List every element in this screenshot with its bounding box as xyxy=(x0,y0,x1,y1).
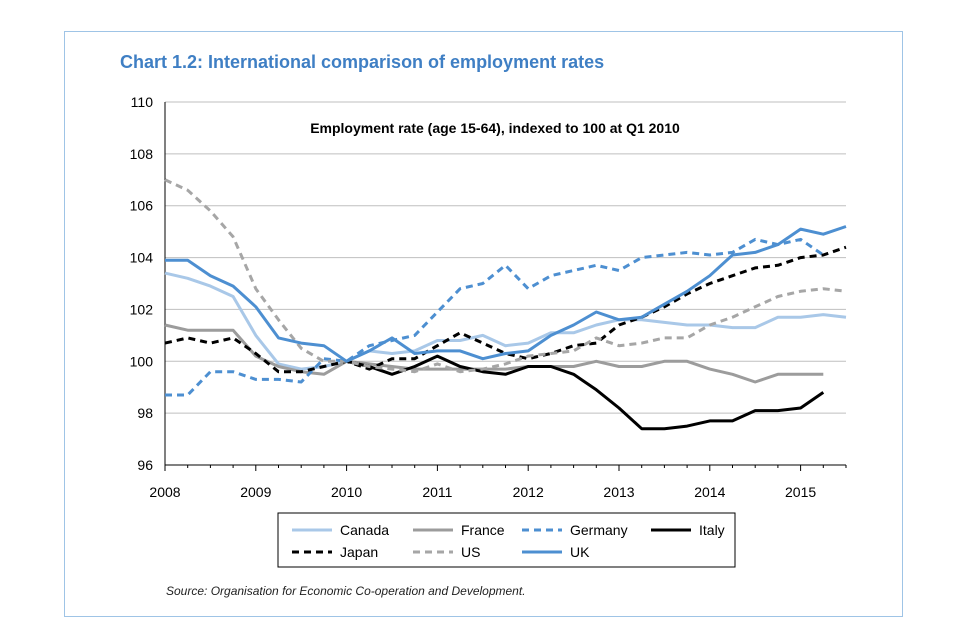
series-line-germany xyxy=(165,237,825,397)
series-line-canada xyxy=(164,271,847,371)
legend-label-us: US xyxy=(461,544,480,560)
x-tick-label: 2015 xyxy=(785,484,816,500)
chart-frame xyxy=(64,31,903,617)
y-tick-label: 108 xyxy=(130,146,154,162)
legend: Canada France Germany Italy Japan US UK xyxy=(277,512,736,568)
legend-box xyxy=(277,512,736,568)
y-tick-label: 96 xyxy=(137,457,153,473)
legend-label-italy: Italy xyxy=(699,522,725,538)
gridlines xyxy=(165,101,846,414)
y-axis-ticks: 96 98 100 102 104 106 108 110 xyxy=(130,94,154,473)
series-line-france xyxy=(164,323,824,384)
legend-label-uk: UK xyxy=(570,544,590,560)
y-tick-label: 106 xyxy=(130,198,154,214)
legend-label-france: France xyxy=(461,522,505,538)
axes xyxy=(164,102,847,471)
x-tick-label: 2010 xyxy=(331,484,362,500)
series-line-italy xyxy=(346,354,825,431)
x-axis-ticks: 2008 2009 2010 2011 2012 2013 2014 2015 xyxy=(149,484,816,500)
x-tick-label: 2014 xyxy=(694,484,725,500)
x-tick-label: 2008 xyxy=(149,484,180,500)
y-tick-label: 100 xyxy=(130,353,154,369)
x-tick-label: 2012 xyxy=(513,484,544,500)
series-lines xyxy=(164,178,847,431)
y-tick-label: 102 xyxy=(130,301,154,317)
chart-title: Chart 1.2: International comparison of e… xyxy=(120,52,605,72)
series-line-japan xyxy=(164,245,847,374)
y-tick-label: 98 xyxy=(137,405,153,421)
x-tick-label: 2011 xyxy=(422,484,452,500)
x-tick-label: 2013 xyxy=(603,484,634,500)
series-line-us xyxy=(164,178,847,374)
legend-label-germany: Germany xyxy=(570,522,628,538)
chart-subtitle: Employment rate (age 15-64), indexed to … xyxy=(310,120,680,136)
y-tick-label: 104 xyxy=(130,250,154,266)
legend-label-canada: Canada xyxy=(340,522,389,538)
series-line-uk xyxy=(165,225,847,363)
source-note: Source: Organisation for Economic Co-ope… xyxy=(166,584,526,598)
y-tick-label: 110 xyxy=(131,94,154,110)
x-tick-label: 2009 xyxy=(240,484,271,500)
legend-label-japan: Japan xyxy=(340,544,378,560)
